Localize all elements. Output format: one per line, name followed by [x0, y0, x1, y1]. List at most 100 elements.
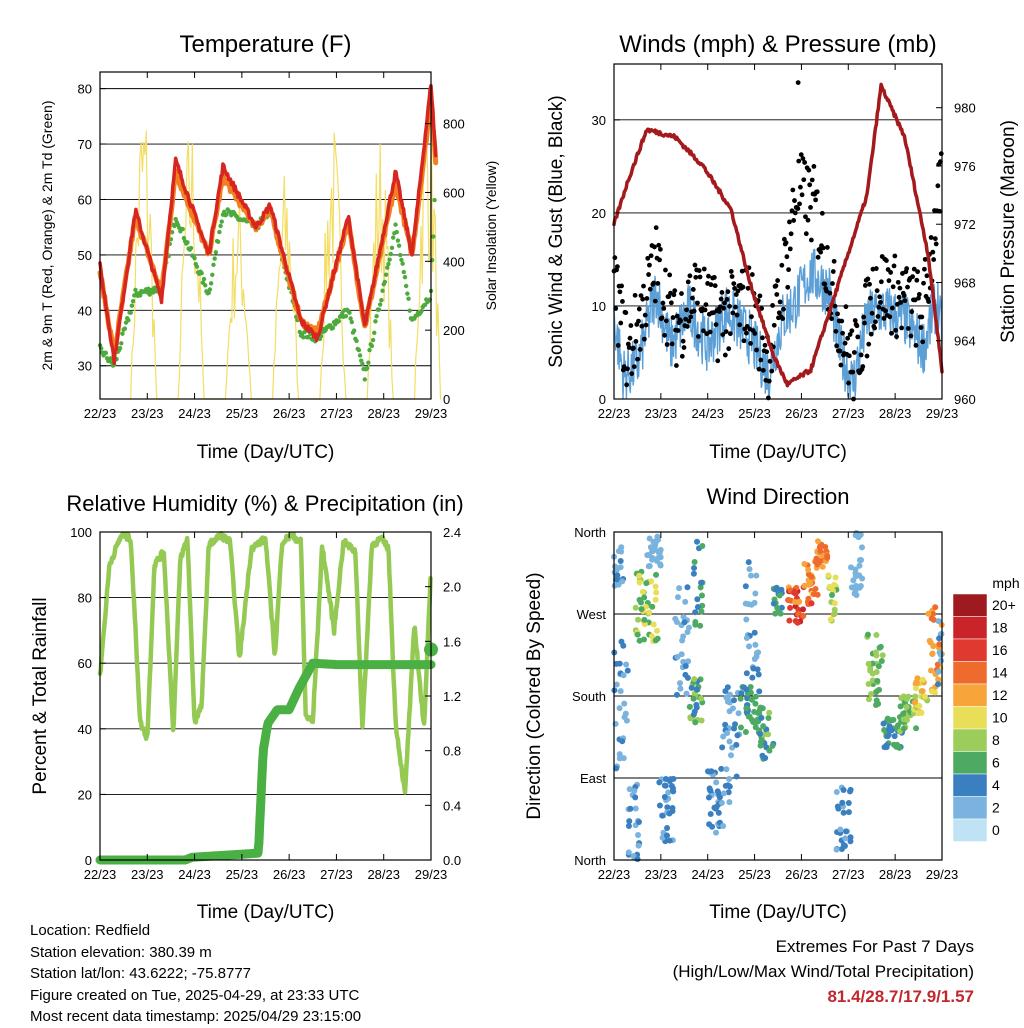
wind-direction-point: [865, 660, 872, 667]
wind-direction-point: [856, 584, 863, 591]
gust-point: [838, 362, 844, 368]
direction-xtick-label: 27/23: [832, 867, 865, 882]
gust-point: [864, 353, 870, 359]
dewpoint-point: [128, 310, 133, 315]
gust-point: [868, 331, 874, 337]
dewpoint-point: [385, 265, 390, 270]
wind-direction-point: [635, 831, 642, 838]
winds-title: Winds (mph) & Pressure (mb): [619, 31, 936, 58]
dewpoint-point: [432, 197, 437, 203]
colorbar-swatch: [952, 818, 988, 842]
wind-direction-point: [680, 633, 687, 640]
wind-direction-point: [720, 733, 727, 740]
gust-point: [633, 338, 639, 344]
wind-direction-point: [935, 676, 942, 683]
wind-direction-point: [760, 723, 767, 730]
dewpoint-point: [402, 274, 408, 280]
wind-direction-point: [874, 677, 881, 684]
wind-direction-point: [743, 670, 750, 677]
colorbar-label: 6: [992, 755, 1000, 771]
gust-point: [638, 293, 644, 298]
gust-point: [744, 330, 749, 336]
wind-direction-point: [674, 594, 681, 601]
dewpoint-point: [395, 238, 401, 243]
gust-point: [636, 318, 641, 324]
gust-point: [905, 284, 910, 290]
gust-point: [635, 356, 641, 362]
gust-point: [713, 322, 719, 328]
winds-y2tick-label: 968: [954, 275, 976, 290]
winds-y2tick-label: 980: [954, 101, 976, 116]
wind-direction-point: [832, 574, 839, 581]
wind-direction-point: [685, 658, 692, 665]
wind-direction-point: [873, 701, 880, 708]
gust-point: [643, 322, 649, 328]
wind-direction-point: [653, 627, 660, 634]
gust-point: [668, 300, 674, 306]
wind-direction-point: [646, 609, 653, 616]
gust-point: [639, 323, 645, 329]
colorbar-swatch: [952, 796, 988, 820]
wind-direction-point: [626, 818, 633, 825]
gust-point: [645, 255, 651, 261]
dewpoint-point: [130, 299, 136, 304]
wind-direction-point: [900, 693, 907, 700]
colorbar-swatch: [952, 706, 988, 730]
wind-direction-point: [698, 579, 705, 586]
dewpoint-point: [218, 223, 223, 229]
dewpoint-point: [377, 302, 383, 307]
wind-direction-point: [938, 657, 945, 664]
gust-point: [787, 246, 793, 252]
gust-point: [618, 320, 624, 326]
gust-point: [904, 266, 910, 271]
gust-point: [696, 268, 702, 273]
temperature-ytick-label: 40: [78, 303, 92, 318]
gust-point: [758, 357, 764, 363]
dewpoint-point: [357, 353, 363, 358]
gust-point: [932, 236, 938, 242]
gust-point: [898, 300, 904, 305]
pressure-line: [612, 82, 944, 388]
gust-point: [803, 214, 808, 220]
direction-xtick-label: 28/23: [879, 867, 912, 882]
wind-direction-point: [912, 693, 919, 700]
temperature-title: Temperature (F): [179, 31, 351, 58]
wind-direction-point: [896, 744, 903, 751]
gust-point: [687, 273, 693, 279]
wind-direction-point: [653, 557, 660, 564]
gust-point: [833, 328, 839, 334]
wind-direction-point: [619, 738, 626, 745]
gust-point: [721, 305, 727, 311]
wind-direction-point: [819, 552, 826, 559]
wind-direction-point: [686, 703, 693, 710]
humidity-xtick-label: 24/23: [178, 867, 211, 882]
winds-ytick-label: 0: [599, 392, 606, 407]
dewpoint-point: [122, 326, 128, 331]
station-info: Location: Redfield Station elevation: 38…: [30, 920, 361, 1028]
wind-direction-point: [621, 700, 628, 707]
winds-xtick-label: 28/23: [879, 406, 912, 421]
direction-ytick-label: East: [580, 771, 606, 786]
gust-point: [725, 289, 731, 295]
wind-direction-point: [852, 570, 859, 577]
temperature-xlabel: Time (Day/UTC): [197, 442, 335, 463]
wind-direction-point: [921, 693, 928, 700]
gust-point: [619, 283, 624, 289]
colorbar-label: 14: [992, 665, 1008, 681]
wind-direction-point: [616, 705, 623, 712]
gust-point: [623, 310, 629, 316]
gust-point: [685, 279, 691, 285]
wind-direction-point: [684, 584, 691, 591]
wind-direction-point: [935, 681, 942, 688]
dewpoint-point: [379, 297, 384, 303]
wind-direction-point: [808, 600, 815, 607]
gust-point: [920, 339, 926, 345]
wind-direction-point: [618, 548, 625, 555]
wind-direction-point: [650, 547, 657, 554]
wind-direction-point: [653, 571, 660, 578]
winds-frame: [613, 63, 943, 400]
wind-direction-point: [725, 789, 732, 796]
gust-point: [625, 366, 630, 372]
gust-point: [808, 204, 813, 210]
wind-direction-point: [919, 688, 926, 695]
